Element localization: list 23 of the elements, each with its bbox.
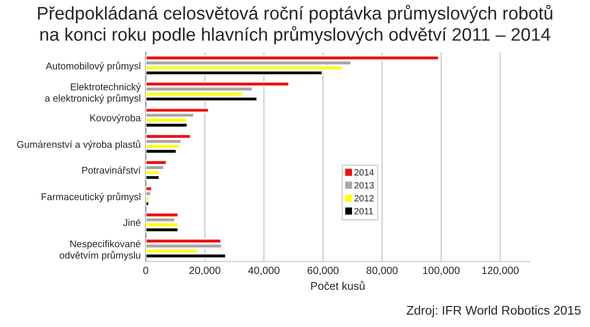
bar [146, 212, 179, 218]
x-tick-label: 100,000 [423, 266, 460, 276]
x-tick-label: 0 [143, 266, 148, 274]
y-tick-label: Gumárenství a výroba plastů [17, 140, 140, 150]
y-tick-label: Farmaceutický průmysl [42, 192, 140, 202]
y-tick-label: Jiné [123, 218, 140, 226]
chart-title: Předpokládaná celosvětová roční poptávka průmyslových robotů na konci roku podle hlavních průmyslových odvětví 2011 – 2014 [38, 4, 552, 44]
x-axis-title: Počet kusů [311, 280, 365, 290]
y-tick-label: Kovovýroba [90, 114, 141, 124]
x-tick-label: 60,000 [308, 266, 339, 276]
legend-label: 2011 [354, 208, 373, 214]
x-tick-label: 40,000 [248, 266, 280, 276]
legend-label: 2012 [354, 195, 374, 202]
y-tick-label: Nespecifikované odvětvím průmyslu [60, 240, 140, 261]
y-tick-label: Automobilový průmysl [46, 61, 140, 72]
x-tick-label: 20,000 [189, 266, 220, 276]
x-tick-label: 80,000 [366, 266, 398, 276]
legend-label: 2014 [354, 169, 374, 176]
y-tick-label: Elektrotechnický a elektronický průmysl [45, 83, 141, 104]
legend-label: 2013 [354, 182, 374, 188]
text: Zdroj: IFR World Robotics 2015 [406, 306, 581, 318]
y-tick-label: Potravinářství [82, 166, 141, 174]
x-tick-label: 120,000 [482, 266, 519, 276]
